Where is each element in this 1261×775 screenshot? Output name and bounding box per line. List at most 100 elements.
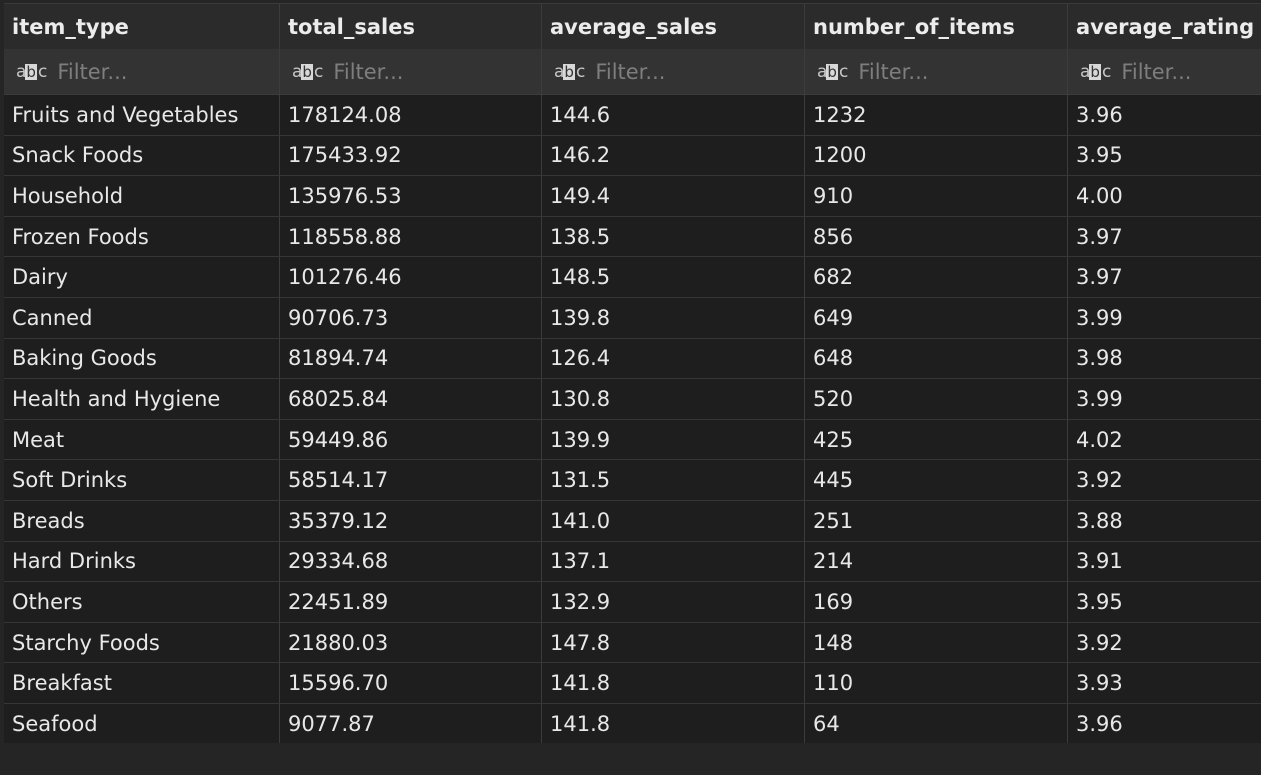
cell-average-rating[interactable]: 3.92 [1068, 460, 1261, 501]
table-row[interactable]: Frozen Foods 118558.88 138.5 856 3.97 [4, 216, 1261, 258]
cell-number-of-items[interactable]: 1200 [805, 135, 1068, 177]
cell-average-sales[interactable]: 141.8 [542, 663, 805, 704]
cell-average-rating[interactable]: 3.97 [1068, 257, 1261, 298]
cell-total-sales[interactable]: 9077.87 [280, 703, 542, 745]
table-row[interactable]: Fruits and Vegetables 178124.08 144.6 12… [4, 95, 1261, 136]
cell-item-type[interactable]: Starchy Foods [4, 622, 280, 664]
table-row[interactable]: Baking Goods 81894.74 126.4 648 3.98 [4, 338, 1261, 380]
cell-total-sales[interactable]: 58514.17 [280, 460, 542, 501]
cell-total-sales[interactable]: 29334.68 [280, 541, 542, 583]
filter-input-average-rating[interactable] [1121, 59, 1261, 84]
cell-total-sales[interactable]: 35379.12 [280, 500, 542, 542]
cell-average-sales[interactable]: 132.9 [542, 582, 805, 623]
cell-average-rating[interactable]: 3.97 [1068, 216, 1261, 258]
cell-average-rating[interactable]: 3.99 [1068, 297, 1261, 339]
column-header-number-of-items[interactable]: number_of_items [805, 4, 1068, 49]
cell-average-rating[interactable]: 3.96 [1068, 95, 1261, 136]
cell-number-of-items[interactable]: 910 [805, 176, 1068, 217]
table-row[interactable]: Breakfast 15596.70 141.8 110 3.93 [4, 663, 1261, 704]
table-row[interactable]: Canned 90706.73 139.8 649 3.99 [4, 297, 1261, 339]
cell-average-rating[interactable]: 3.93 [1068, 663, 1261, 704]
cell-number-of-items[interactable]: 1232 [805, 95, 1068, 136]
cell-item-type[interactable]: Baking Goods [4, 338, 280, 380]
cell-average-sales[interactable]: 149.4 [542, 176, 805, 217]
cell-number-of-items[interactable]: 169 [805, 582, 1068, 623]
cell-item-type[interactable]: Fruits and Vegetables [4, 95, 280, 136]
cell-number-of-items[interactable]: 856 [805, 216, 1068, 258]
cell-number-of-items[interactable]: 148 [805, 622, 1068, 664]
cell-number-of-items[interactable]: 425 [805, 419, 1068, 461]
cell-total-sales[interactable]: 175433.92 [280, 135, 542, 177]
cell-average-sales[interactable]: 138.5 [542, 216, 805, 258]
cell-number-of-items[interactable]: 251 [805, 500, 1068, 542]
cell-average-rating[interactable]: 3.99 [1068, 379, 1261, 420]
cell-total-sales[interactable]: 101276.46 [280, 257, 542, 298]
cell-average-rating[interactable]: 3.91 [1068, 541, 1261, 583]
cell-item-type[interactable]: Snack Foods [4, 135, 280, 177]
cell-average-sales[interactable]: 126.4 [542, 338, 805, 380]
cell-average-rating[interactable]: 3.95 [1068, 582, 1261, 623]
table-row[interactable]: Starchy Foods 21880.03 147.8 148 3.92 [4, 622, 1261, 664]
table-row[interactable]: Hard Drinks 29334.68 137.1 214 3.91 [4, 541, 1261, 583]
cell-average-sales[interactable]: 144.6 [542, 95, 805, 136]
cell-average-sales[interactable]: 131.5 [542, 460, 805, 501]
table-row[interactable]: Meat 59449.86 139.9 425 4.02 [4, 419, 1261, 461]
cell-average-sales[interactable]: 148.5 [542, 257, 805, 298]
table-row[interactable]: Household 135976.53 149.4 910 4.00 [4, 176, 1261, 217]
cell-average-sales[interactable]: 130.8 [542, 379, 805, 420]
cell-item-type[interactable]: Meat [4, 419, 280, 461]
cell-item-type[interactable]: Canned [4, 297, 280, 339]
cell-average-sales[interactable]: 137.1 [542, 541, 805, 583]
cell-item-type[interactable]: Dairy [4, 257, 280, 298]
table-row[interactable]: Dairy 101276.46 148.5 682 3.97 [4, 257, 1261, 298]
cell-average-rating[interactable]: 3.96 [1068, 703, 1261, 745]
cell-total-sales[interactable]: 15596.70 [280, 663, 542, 704]
filter-input-number-of-items[interactable] [858, 59, 1039, 84]
cell-average-sales[interactable]: 147.8 [542, 622, 805, 664]
filter-input-average-sales[interactable] [595, 59, 776, 84]
cell-total-sales[interactable]: 21880.03 [280, 622, 542, 664]
cell-total-sales[interactable]: 118558.88 [280, 216, 542, 258]
filter-input-item-type[interactable] [57, 59, 238, 84]
cell-average-rating[interactable]: 3.88 [1068, 500, 1261, 542]
cell-average-sales[interactable]: 139.8 [542, 297, 805, 339]
cell-number-of-items[interactable]: 110 [805, 663, 1068, 704]
column-header-item-type[interactable]: item_type [4, 4, 280, 49]
table-row[interactable]: Snack Foods 175433.92 146.2 1200 3.95 [4, 135, 1261, 177]
table-row[interactable]: Soft Drinks 58514.17 131.5 445 3.92 [4, 460, 1261, 501]
cell-item-type[interactable]: Seafood [4, 703, 280, 745]
cell-total-sales[interactable]: 22451.89 [280, 582, 542, 623]
cell-number-of-items[interactable]: 649 [805, 297, 1068, 339]
cell-item-type[interactable]: Health and Hygiene [4, 379, 280, 420]
table-row[interactable]: Breads 35379.12 141.0 251 3.88 [4, 500, 1261, 542]
cell-item-type[interactable]: Hard Drinks [4, 541, 280, 583]
filter-input-total-sales[interactable] [333, 59, 514, 84]
table-row[interactable]: Health and Hygiene 68025.84 130.8 520 3.… [4, 379, 1261, 420]
cell-number-of-items[interactable]: 682 [805, 257, 1068, 298]
cell-average-rating[interactable]: 4.02 [1068, 419, 1261, 461]
table-row[interactable]: Others 22451.89 132.9 169 3.95 [4, 582, 1261, 623]
cell-average-rating[interactable]: 4.00 [1068, 176, 1261, 217]
cell-total-sales[interactable]: 178124.08 [280, 95, 542, 136]
cell-number-of-items[interactable]: 648 [805, 338, 1068, 380]
column-header-average-rating[interactable]: average_rating [1068, 4, 1261, 49]
cell-average-rating[interactable]: 3.95 [1068, 135, 1261, 177]
cell-item-type[interactable]: Frozen Foods [4, 216, 280, 258]
cell-total-sales[interactable]: 135976.53 [280, 176, 542, 217]
cell-item-type[interactable]: Breads [4, 500, 280, 542]
cell-number-of-items[interactable]: 214 [805, 541, 1068, 583]
cell-number-of-items[interactable]: 64 [805, 703, 1068, 745]
cell-average-rating[interactable]: 3.98 [1068, 338, 1261, 380]
table-row[interactable]: Seafood 9077.87 141.8 64 3.96 [4, 703, 1261, 745]
cell-number-of-items[interactable]: 520 [805, 379, 1068, 420]
cell-total-sales[interactable]: 90706.73 [280, 297, 542, 339]
cell-item-type[interactable]: Others [4, 582, 280, 623]
cell-average-sales[interactable]: 141.0 [542, 500, 805, 542]
cell-item-type[interactable]: Breakfast [4, 663, 280, 704]
cell-item-type[interactable]: Soft Drinks [4, 460, 280, 501]
cell-item-type[interactable]: Household [4, 176, 280, 217]
cell-total-sales[interactable]: 59449.86 [280, 419, 542, 461]
cell-average-sales[interactable]: 139.9 [542, 419, 805, 461]
cell-total-sales[interactable]: 81894.74 [280, 338, 542, 380]
column-header-total-sales[interactable]: total_sales [280, 4, 542, 49]
